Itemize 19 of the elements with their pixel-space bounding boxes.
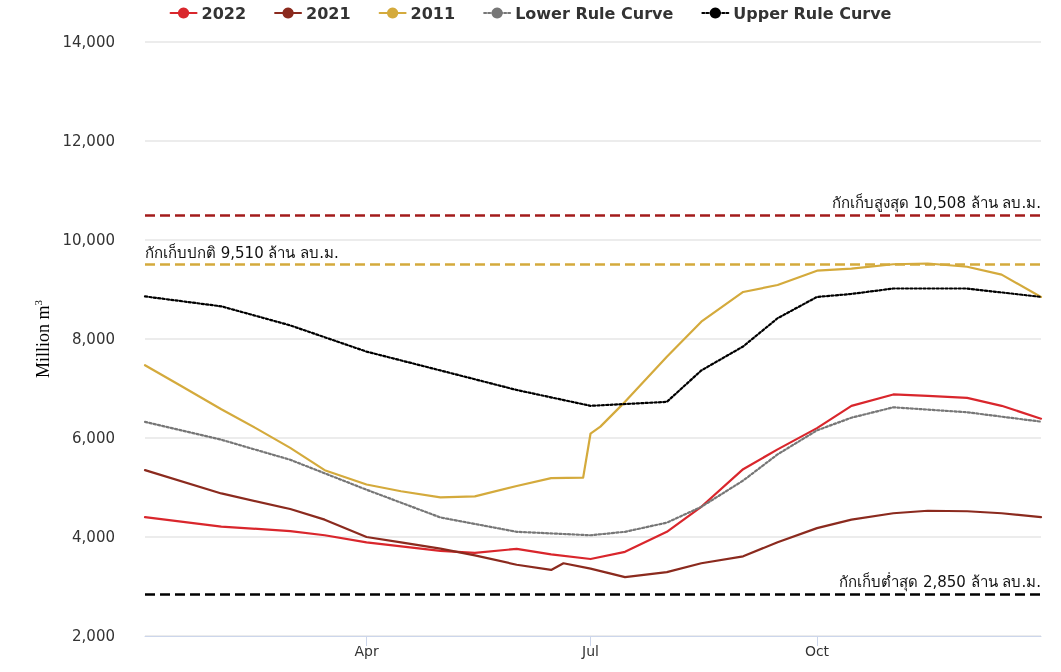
- ref-line-label: กักเก็บต่ำสุด 2,850 ล้าน ลบ.ม.: [839, 571, 1041, 593]
- y-tick-label: 12,000: [62, 132, 115, 150]
- y-tick-label: 14,000: [62, 33, 115, 51]
- x-tick-label: Oct: [804, 643, 830, 659]
- y-tick-label: 8,000: [72, 330, 115, 348]
- x-tick-label: Jul: [581, 643, 599, 659]
- y-tick-label: 4,000: [72, 528, 115, 546]
- legend-label: Upper Rule Curve: [733, 3, 892, 23]
- legend-label: 2021: [306, 3, 351, 23]
- ref-line-label: กักเก็บสูงสุด 10,508 ล้าน ลบ.ม.: [831, 193, 1041, 214]
- y-tick-label: 10,000: [62, 231, 115, 249]
- legend-label: 2022: [201, 3, 247, 23]
- ref-line-label: กักเก็บปกติ 9,510 ล้าน ลบ.ม.: [145, 242, 339, 262]
- x-tick-label: Apr: [354, 643, 379, 659]
- y-tick-label: 6,000: [72, 429, 115, 447]
- y-tick-label: 2,000: [72, 627, 115, 645]
- y-axis-title: Million m3: [31, 299, 53, 379]
- legend-label: Lower Rule Curve: [515, 3, 674, 23]
- legend-label: 2011: [410, 3, 456, 23]
